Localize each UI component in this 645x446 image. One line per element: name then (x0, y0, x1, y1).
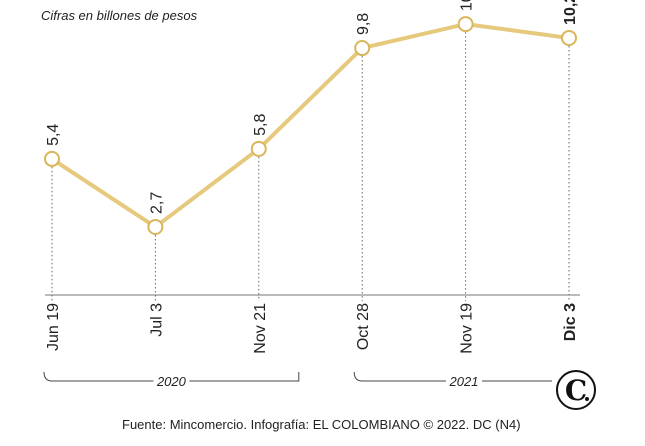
series-polyline (50, 22, 571, 229)
value-label: 5,8 (252, 113, 269, 135)
el-colombiano-logo: C (556, 370, 596, 410)
value-label: 5,4 (45, 124, 62, 146)
x-tick-label: Jun 19 (45, 303, 62, 351)
series-line (50, 22, 571, 229)
year-brackets: 2020 2021 (43, 371, 552, 389)
year-label: 2021 (449, 374, 479, 389)
data-point (354, 40, 371, 57)
data-point (457, 16, 474, 33)
drop-lines (51, 32, 570, 301)
value-label: 9,8 (355, 13, 372, 35)
x-tick-label: Jul 3 (148, 303, 165, 337)
data-point (561, 29, 577, 46)
data-point (250, 140, 267, 157)
x-tick-labels: Jun 19 Jul 3 Nov 21 Oct 28 Nov 19 Dic 3 (45, 303, 579, 354)
value-labels: 5,4 2,7 5,8 9,8 10,75 10,2 (45, 0, 579, 214)
value-label: 10,75 (459, 0, 476, 11)
year-label: 2020 (156, 374, 187, 389)
x-tick-label: Nov 21 (252, 303, 269, 354)
data-point (147, 218, 164, 235)
source-note: Fuente: Mincomercio. Infografía: EL COLO… (122, 417, 521, 432)
value-label: 2,7 (148, 192, 165, 214)
year-bracket (353, 371, 552, 382)
value-label: 10,2 (562, 0, 579, 25)
data-points (44, 16, 577, 235)
year-label-bg (446, 373, 482, 389)
x-tick-label: Dic 3 (562, 303, 579, 341)
logo-dot (585, 397, 589, 401)
year-label-bg (153, 373, 190, 389)
chart-subtitle: Cifras en billones de pesos (41, 8, 198, 23)
logo-letter: C (564, 373, 588, 407)
data-point (44, 150, 60, 167)
x-tick-label: Oct 28 (355, 303, 372, 350)
x-tick-label: Nov 19 (459, 303, 476, 354)
